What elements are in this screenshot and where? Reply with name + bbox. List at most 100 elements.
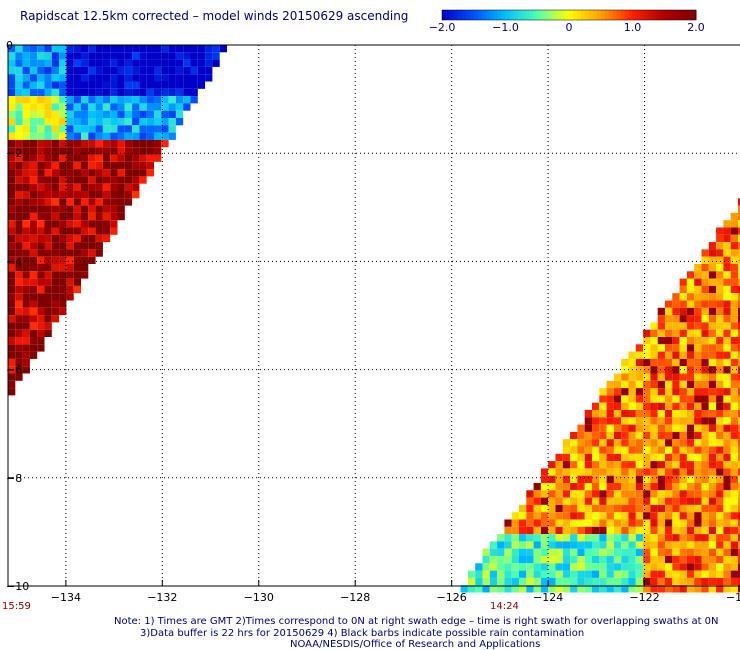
- data-cell: [548, 541, 556, 549]
- data-cell: [540, 483, 549, 491]
- data-cell: [716, 519, 724, 527]
- data-cell: [672, 541, 680, 549]
- data-cell: [738, 285, 740, 294]
- data-cell: [672, 410, 680, 418]
- data-cell: [635, 497, 644, 505]
- data-cell: [679, 402, 687, 410]
- data-cell: [738, 548, 740, 556]
- data-cell: [628, 534, 636, 542]
- data-cell: [621, 417, 629, 425]
- data-cell: [635, 373, 644, 381]
- data-cell: [694, 322, 702, 330]
- data-cell: [51, 132, 60, 140]
- colorbar-segment: [640, 10, 645, 20]
- data-cell: [657, 570, 665, 578]
- data-cell: [29, 293, 38, 301]
- data-cell: [650, 424, 658, 432]
- data-cell: [635, 490, 644, 498]
- data-cell: [15, 212, 23, 221]
- data-cell: [584, 461, 592, 469]
- data-cell: [15, 103, 23, 111]
- data-cell: [139, 110, 147, 118]
- data-cell: [59, 161, 67, 170]
- data-cell: [730, 570, 738, 578]
- data-cell: [73, 66, 81, 75]
- data-cell: [562, 453, 571, 462]
- data-cell: [110, 205, 118, 213]
- data-cell: [628, 358, 636, 367]
- data-cell: [8, 52, 16, 60]
- data-cell: [95, 74, 103, 82]
- data-cell: [694, 300, 702, 308]
- data-cell: [154, 132, 162, 140]
- data-cell: [738, 585, 740, 593]
- data-cell: [59, 198, 67, 206]
- colorbar-segment: [652, 10, 657, 20]
- data-cell: [562, 526, 571, 535]
- data-cell: [95, 242, 103, 250]
- data-cell: [613, 380, 622, 389]
- data-cell: [738, 212, 740, 221]
- data-cell: [102, 52, 111, 60]
- data-cell: [66, 96, 74, 104]
- data-cell: [8, 315, 16, 323]
- data-cell: [117, 59, 125, 67]
- data-cell: [621, 410, 629, 418]
- data-cell: [482, 585, 490, 593]
- data-cell: [66, 264, 74, 272]
- data-cell: [679, 490, 687, 498]
- data-cell: [635, 468, 644, 476]
- data-cell: [650, 446, 658, 454]
- data-cell: [66, 66, 74, 75]
- data-cell: [570, 446, 578, 454]
- data-cell: [708, 431, 717, 440]
- data-cell: [73, 154, 81, 162]
- data-cell: [570, 541, 578, 549]
- data-cell: [701, 307, 709, 316]
- data-cell: [81, 227, 89, 235]
- data-cell: [577, 461, 585, 469]
- data-cell: [723, 453, 731, 462]
- data-cell: [723, 373, 731, 381]
- data-cell: [679, 526, 687, 535]
- colorbar-segment: [616, 10, 622, 20]
- data-cell: [124, 110, 133, 118]
- data-cell: [613, 483, 622, 491]
- data-cell: [15, 74, 23, 82]
- data-cell: [570, 504, 578, 513]
- colorbar-segment: [561, 10, 566, 20]
- data-cell: [132, 118, 140, 126]
- data-cell: [15, 242, 23, 250]
- data-cell: [548, 556, 556, 564]
- data-cell: [730, 329, 738, 337]
- data-cell: [555, 548, 563, 556]
- data-cell: [183, 66, 191, 75]
- data-cell: [708, 556, 717, 564]
- data-cell: [29, 81, 38, 89]
- data-cell: [686, 278, 695, 286]
- data-cell: [15, 132, 23, 140]
- data-cell: [694, 475, 702, 483]
- colorbar-segment: [588, 10, 594, 20]
- data-cell: [51, 88, 60, 97]
- data-cell: [88, 81, 96, 89]
- data-cell: [694, 410, 702, 418]
- data-cell: [168, 88, 176, 97]
- data-cell: [117, 139, 125, 148]
- data-cell: [723, 431, 731, 440]
- data-cell: [139, 88, 147, 97]
- data-cell: [15, 329, 23, 337]
- data-cell: [650, 344, 658, 352]
- data-cell: [81, 110, 89, 118]
- data-cell: [139, 169, 147, 177]
- data-cell: [15, 220, 23, 228]
- data-cell: [540, 548, 549, 556]
- data-cell: [8, 329, 16, 337]
- data-cell: [723, 351, 731, 359]
- data-cell: [504, 541, 512, 549]
- data-cell: [44, 74, 52, 82]
- data-cell: [621, 453, 629, 462]
- data-cell: [489, 556, 498, 564]
- data-cell: [701, 570, 709, 578]
- data-cell: [708, 395, 717, 403]
